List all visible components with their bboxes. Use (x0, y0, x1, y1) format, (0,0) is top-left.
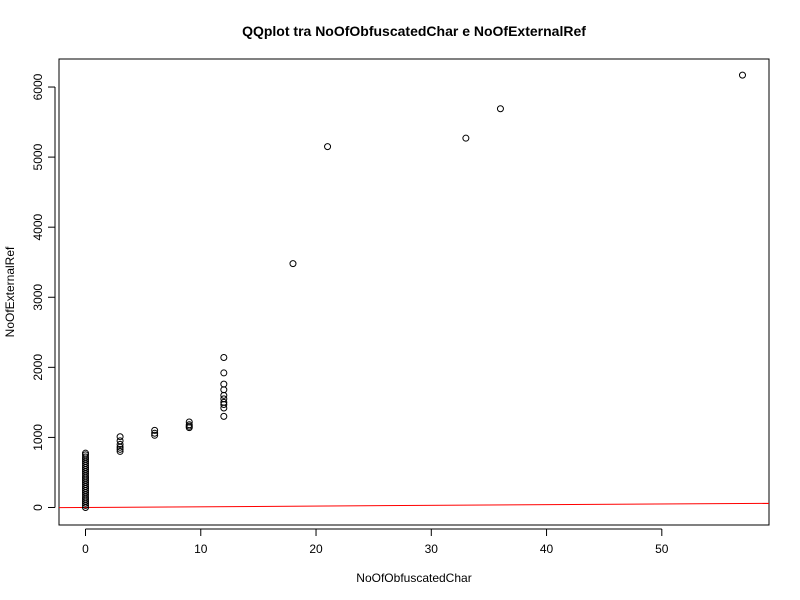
x-axis-label: NoOfObfuscatedChar (356, 571, 471, 585)
chart-title: QQplot tra NoOfObfuscatedChar e NoOfExte… (242, 23, 586, 39)
x-tick-label: 50 (655, 542, 669, 556)
x-tick-label: 40 (540, 542, 554, 556)
data-point (116, 433, 124, 441)
data-point (185, 418, 193, 426)
data-point (116, 447, 124, 455)
data-point (151, 426, 159, 434)
data-point (82, 453, 90, 461)
y-tick-label: 3000 (31, 284, 45, 311)
data-point (116, 437, 124, 445)
data-point (220, 412, 228, 420)
data-points (82, 71, 746, 511)
x-tick-label: 0 (82, 542, 89, 556)
data-point (738, 71, 746, 79)
data-point (462, 134, 470, 142)
x-axis: 0 10 20 30 40 50 (82, 528, 669, 556)
data-point (82, 449, 90, 457)
data-point (220, 395, 228, 403)
data-point (185, 421, 193, 429)
data-point (116, 440, 124, 448)
reference-line (58, 502, 770, 509)
data-point (324, 143, 332, 151)
data-point (220, 369, 228, 377)
data-point (220, 380, 228, 388)
data-point (220, 354, 228, 362)
plot-box (58, 58, 770, 526)
x-tick-label: 20 (309, 542, 323, 556)
x-tick-label: 30 (425, 542, 439, 556)
y-axis: 0 1000 2000 3000 4000 5000 6000 (31, 73, 56, 511)
y-tick-label: 1000 (31, 424, 45, 451)
y-tick-label: 2000 (31, 354, 45, 381)
data-point (289, 260, 297, 268)
y-tick-label: 4000 (31, 214, 45, 241)
data-point (151, 429, 159, 437)
y-tick-label: 0 (31, 504, 45, 511)
data-point (220, 398, 228, 406)
data-point (116, 445, 124, 453)
y-tick-label: 6000 (31, 73, 45, 100)
data-point (496, 105, 504, 113)
data-point (220, 386, 228, 394)
y-tick-label: 5000 (31, 143, 45, 170)
y-axis-label: NoOfExternalRef (3, 246, 17, 337)
data-point (220, 391, 228, 399)
x-tick-label: 10 (194, 542, 208, 556)
data-point (151, 431, 159, 439)
